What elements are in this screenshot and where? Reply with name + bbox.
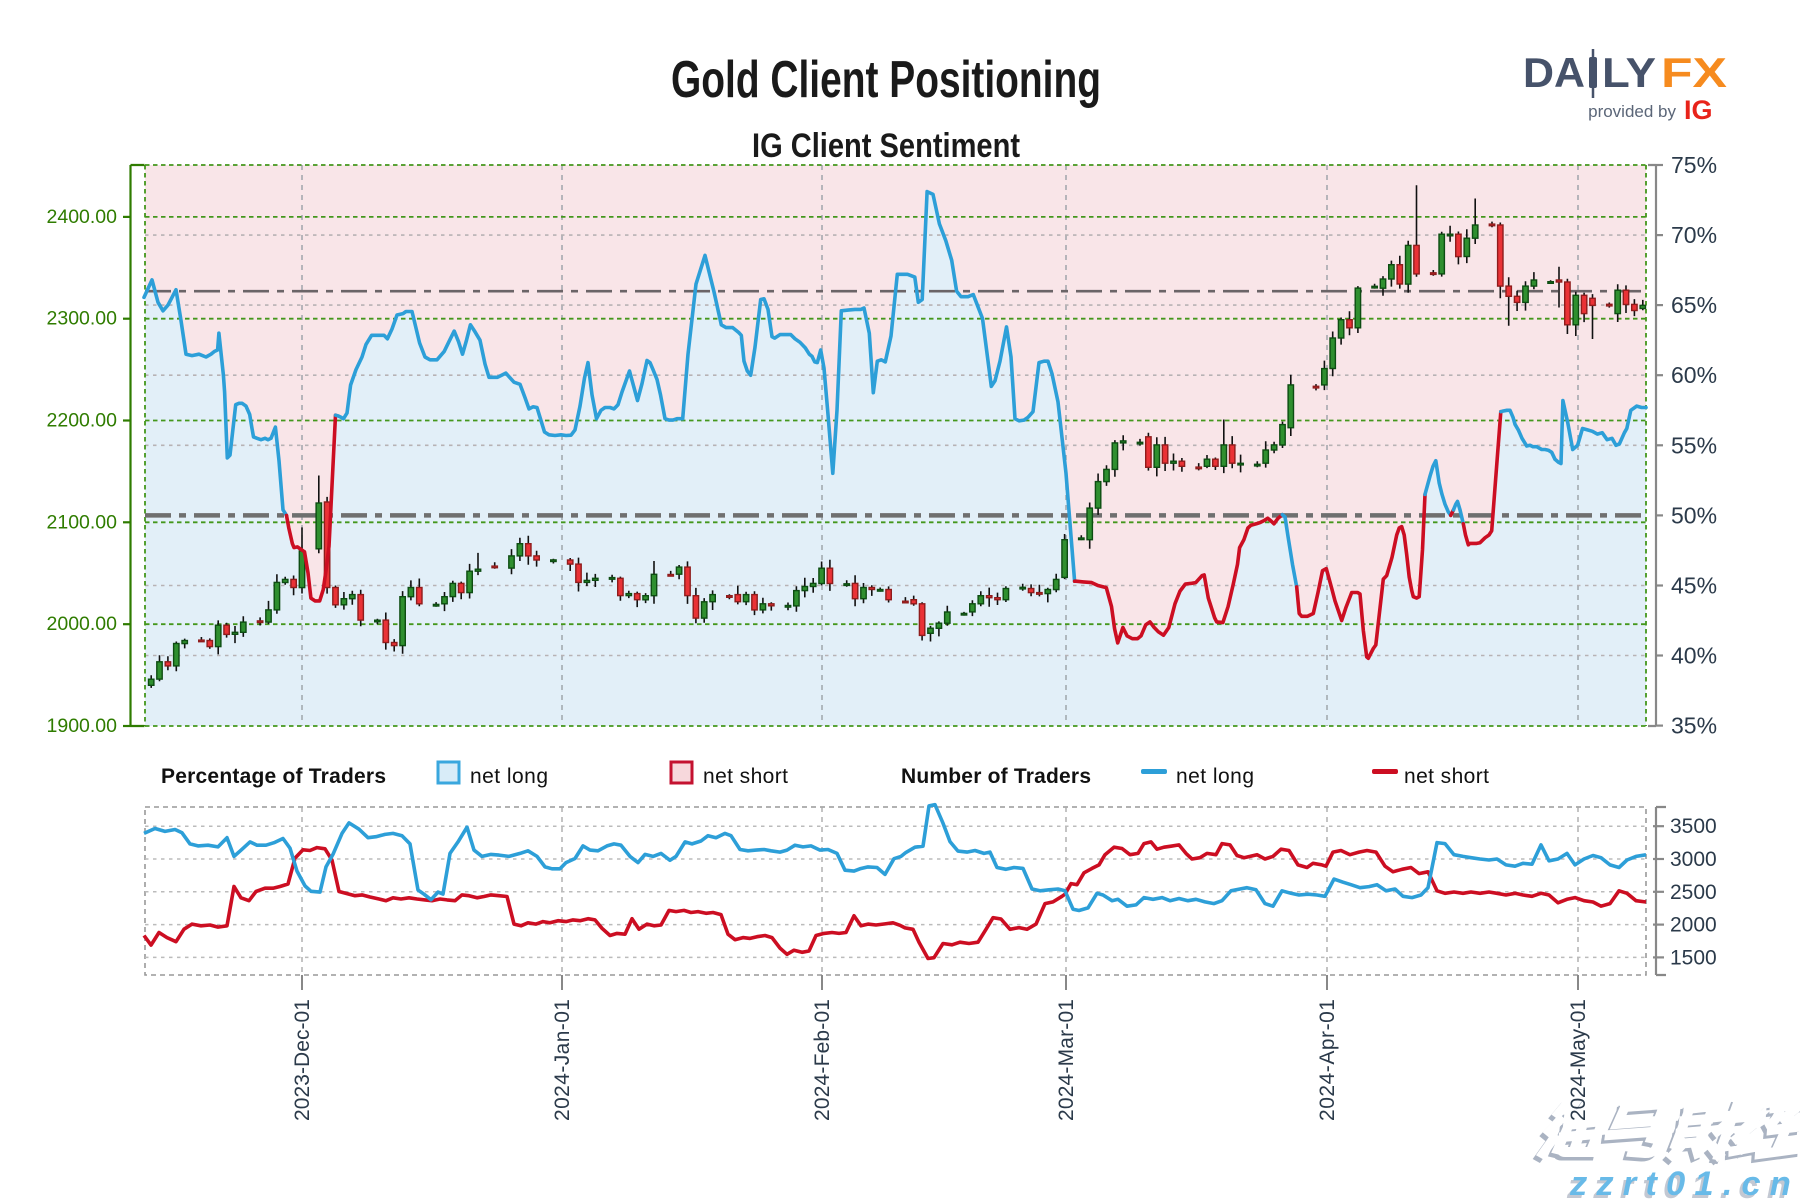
svg-text:IG Client Sentiment: IG Client Sentiment [752, 127, 1020, 165]
svg-text:70%: 70% [1671, 222, 1717, 248]
svg-text:2300.00: 2300.00 [47, 308, 118, 330]
svg-text:2200.00: 2200.00 [47, 410, 118, 432]
svg-text:60%: 60% [1671, 362, 1717, 388]
svg-text:zzrt01.cn: zzrt01.cn [1566, 1168, 1797, 1200]
svg-text:provided by: provided by [1588, 102, 1676, 121]
svg-text:net long: net long [470, 765, 548, 788]
svg-text:35%: 35% [1671, 713, 1717, 739]
svg-text:Gold Client Positioning: Gold Client Positioning [671, 51, 1101, 109]
svg-text:net long: net long [1176, 765, 1254, 788]
svg-text:55%: 55% [1671, 432, 1717, 458]
svg-text:3500: 3500 [1670, 815, 1717, 838]
svg-text:1900.00: 1900.00 [47, 715, 118, 737]
svg-text:Percentage of Traders: Percentage of Traders [161, 765, 386, 788]
svg-text:2400.00: 2400.00 [47, 206, 118, 228]
svg-text:2100.00: 2100.00 [47, 511, 118, 533]
svg-text:2000: 2000 [1670, 914, 1717, 937]
svg-text:2023-Dec-01: 2023-Dec-01 [291, 999, 314, 1121]
svg-text:75%: 75% [1671, 152, 1717, 178]
svg-text:2024-Feb-01: 2024-Feb-01 [811, 999, 834, 1121]
svg-text:45%: 45% [1671, 573, 1717, 599]
svg-text:DA: DA [1523, 49, 1585, 96]
svg-text:50%: 50% [1671, 502, 1717, 528]
svg-text:Number of Traders: Number of Traders [901, 765, 1091, 788]
svg-text:zzrt01.cn: zzrt01.cn [1569, 1165, 1800, 1200]
svg-text:LY: LY [1602, 49, 1656, 96]
svg-text:2024-May-01: 2024-May-01 [1567, 999, 1590, 1121]
svg-text:net short: net short [1404, 765, 1489, 788]
svg-text:1500: 1500 [1670, 946, 1717, 969]
svg-text:IG: IG [1684, 95, 1713, 125]
svg-text:net short: net short [703, 765, 788, 788]
svg-text:3000: 3000 [1670, 848, 1717, 871]
svg-text:65%: 65% [1671, 292, 1717, 318]
svg-text:2024-Mar-01: 2024-Mar-01 [1055, 999, 1078, 1121]
svg-text:40%: 40% [1671, 643, 1717, 669]
svg-text:2024-Apr-01: 2024-Apr-01 [1316, 999, 1339, 1121]
svg-text:2000.00: 2000.00 [47, 613, 118, 635]
svg-text:FX: FX [1661, 49, 1727, 96]
svg-text:2500: 2500 [1670, 881, 1717, 904]
svg-text:2024-Jan-01: 2024-Jan-01 [551, 999, 574, 1121]
